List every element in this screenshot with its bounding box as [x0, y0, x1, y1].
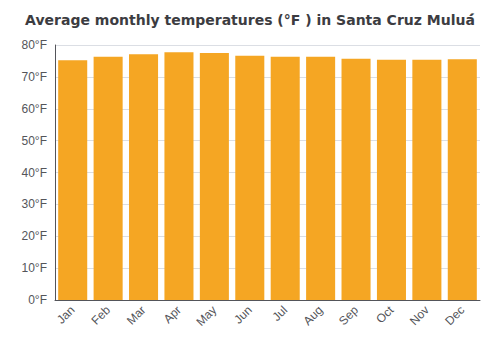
svg-text:Oct: Oct — [373, 303, 397, 327]
svg-text:Dec: Dec — [442, 303, 467, 328]
svg-text:0°F: 0°F — [28, 293, 47, 307]
svg-text:May: May — [193, 303, 219, 329]
svg-text:Aug: Aug — [301, 303, 326, 328]
svg-text:10°F: 10°F — [22, 261, 47, 275]
svg-text:50°F: 50°F — [22, 134, 47, 148]
svg-text:Jan: Jan — [54, 303, 78, 327]
svg-text:60°F: 60°F — [22, 102, 47, 116]
svg-text:Jun: Jun — [231, 303, 255, 327]
svg-text:70°F: 70°F — [22, 70, 47, 84]
svg-text:Mar: Mar — [124, 303, 149, 327]
svg-text:20°F: 20°F — [22, 229, 47, 243]
svg-text:Average monthly temperatures (: Average monthly temperatures (°F ) in Sa… — [25, 12, 475, 28]
svg-text:30°F: 30°F — [22, 197, 47, 211]
svg-text:Feb: Feb — [89, 303, 114, 328]
svg-text:Nov: Nov — [407, 303, 432, 328]
svg-text:Jul: Jul — [269, 303, 290, 324]
svg-text:Sep: Sep — [336, 303, 361, 328]
svg-text:40°F: 40°F — [22, 166, 47, 180]
svg-text:Apr: Apr — [161, 303, 184, 326]
svg-text:80°F: 80°F — [22, 38, 47, 52]
